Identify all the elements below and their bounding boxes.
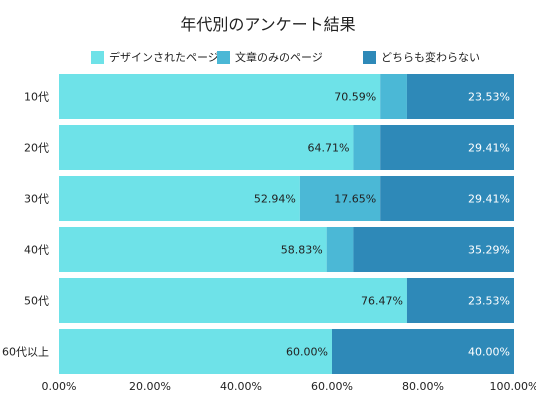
category-labels: 10代 20代 30代 40代 50代 60代以上	[2, 91, 49, 359]
bar-segment	[299, 176, 381, 221]
data-label: 58.83%	[281, 244, 323, 257]
bar-segment	[380, 74, 407, 119]
x-tick-label: 40.00%	[220, 380, 262, 393]
bar-segment	[59, 125, 354, 170]
x-tick-label: 0.00%	[42, 380, 77, 393]
bar-segment	[380, 125, 514, 170]
data-label: 35.29%	[468, 244, 510, 257]
legend: デザインされたページ 文章のみのページ どちらも変わらない	[91, 50, 480, 64]
bar-segment	[59, 176, 300, 221]
data-label: 52.94%	[254, 193, 296, 206]
data-label: 17.65%	[334, 193, 376, 206]
legend-swatch	[217, 51, 230, 64]
x-axis-ticks: 0.00% 20.00% 40.00% 60.00% 80.00% 100.00%	[42, 380, 536, 393]
x-tick-label: 80.00%	[402, 380, 444, 393]
bars	[59, 74, 514, 374]
data-label: 29.41%	[468, 193, 510, 206]
legend-label: 文章のみのページ	[235, 50, 323, 64]
data-label: 29.41%	[468, 142, 510, 155]
bar-segment	[59, 278, 407, 323]
data-label: 40.00%	[468, 346, 510, 359]
legend-label: デザインされたページ	[109, 50, 219, 64]
x-tick-label: 20.00%	[129, 380, 171, 393]
data-label: 70.59%	[334, 91, 376, 104]
legend-label: どちらも変わらない	[381, 50, 480, 64]
category-label: 30代	[24, 193, 49, 206]
data-label: 64.71%	[307, 142, 349, 155]
category-label: 40代	[24, 244, 49, 257]
x-tick-label: 60.00%	[311, 380, 353, 393]
bar-segment	[406, 74, 514, 119]
bar-segment	[406, 278, 514, 323]
legend-swatch	[91, 51, 104, 64]
data-label: 23.53%	[468, 91, 510, 104]
category-label: 20代	[24, 142, 49, 155]
category-label: 10代	[24, 91, 49, 104]
data-label: 60.00%	[286, 346, 328, 359]
chart-title: 年代別のアンケート結果	[180, 15, 355, 34]
data-label: 76.47%	[361, 295, 403, 308]
bar-segment	[326, 227, 354, 272]
bar-segment	[332, 329, 514, 374]
legend-swatch	[363, 51, 376, 64]
x-tick-label: 100.00%	[490, 380, 536, 393]
category-label: 60代以上	[2, 346, 49, 359]
bar-segment	[59, 329, 332, 374]
bar-segment	[59, 227, 327, 272]
bar-segment	[59, 74, 381, 119]
category-label: 50代	[24, 295, 49, 308]
bar-segment	[380, 176, 514, 221]
bar-segment	[353, 125, 381, 170]
bar-segment	[353, 227, 514, 272]
data-label: 23.53%	[468, 295, 510, 308]
value-labels: 70.59% 23.53% 64.71% 29.41% 52.94% 17.65% 29.4…	[254, 91, 510, 359]
